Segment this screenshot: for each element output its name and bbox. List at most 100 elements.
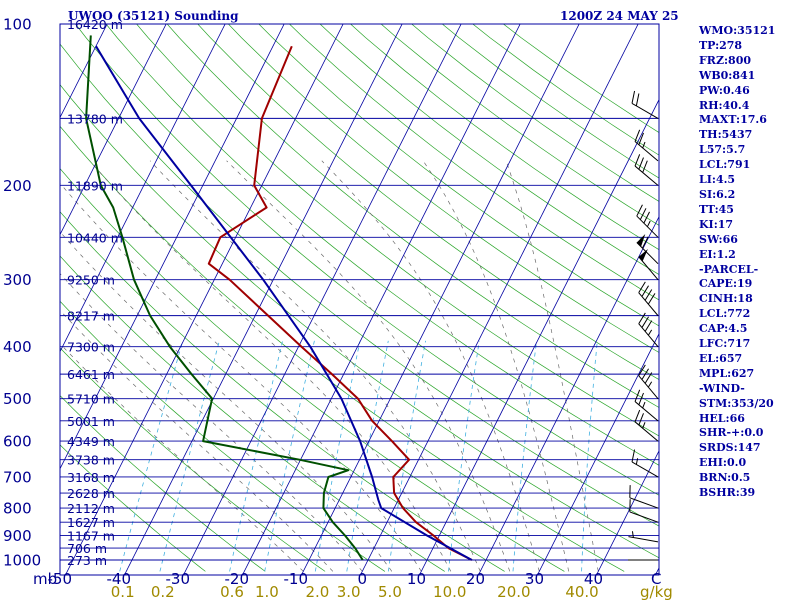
wind-barb (634, 389, 659, 422)
dry-adiabat (136, 24, 659, 437)
wind-barb (636, 204, 659, 238)
stat-item: LCL:791 (699, 158, 751, 172)
isotherm (65, 24, 344, 575)
height-label: 3738 m (67, 453, 115, 468)
height-label: 5710 m (67, 392, 115, 407)
mixing-ratio-line (314, 340, 361, 572)
temperature-tick-label: -40 (107, 570, 132, 588)
height-label: 8217 m (67, 309, 115, 324)
stat-item: LCL:772 (699, 307, 751, 321)
stat-item: WMO:35121 (699, 24, 776, 37)
wind-barb (638, 281, 659, 316)
temperature-tick-label: -10 (284, 570, 309, 588)
mixing-ratio-line (581, 340, 598, 572)
pressure-tick-label: 300 (3, 271, 32, 289)
mixing-ratio-tick-label: 5.0 (378, 583, 402, 600)
pressure-tick-label: 100 (3, 16, 32, 34)
mixing-ratio-tick-label: 10.0 (433, 583, 466, 600)
wind-barb (638, 364, 659, 399)
isotherm (419, 98, 659, 575)
height-label: 16420 m (67, 17, 123, 32)
station-title: UWOO (35121) Sounding (68, 9, 239, 23)
height-label: 2112 m (67, 501, 115, 516)
mixing-ratio-line (229, 340, 283, 572)
pressure-tick-label: 200 (3, 177, 32, 195)
stat-item: SRDS:147 (699, 441, 761, 455)
stat-item: HEL:66 (699, 411, 745, 425)
height-label: 273 m (67, 553, 107, 568)
height-label: 3168 m (67, 470, 115, 485)
wind-barbs (628, 90, 659, 561)
pressure-tick-label: 900 (3, 527, 32, 545)
plot-frame (59, 23, 660, 576)
dry-adiabat (60, 300, 386, 572)
mixing-ratio-line (264, 340, 315, 572)
mixing-ratio-line (159, 340, 220, 572)
stat-item: SHR-+:0.0 (699, 426, 764, 440)
height-label: 2628 m (67, 486, 115, 501)
stat-item: KI:17 (699, 217, 734, 231)
dry-adiabat (60, 444, 206, 572)
isotherm (596, 449, 659, 575)
stat-item: BSHR:39 (699, 486, 756, 500)
mixing-ratio-tick-label: 0.2 (151, 583, 175, 600)
mixing-ratio-tick-label: 0.6 (220, 583, 244, 600)
isotherm (60, 24, 108, 119)
stat-item: SW:66 (699, 232, 738, 246)
stat-item: RH:40.4 (699, 98, 750, 112)
height-label: 9250 m (67, 273, 115, 288)
wind-barb (629, 499, 659, 523)
stat-item: TH:5437 (699, 128, 753, 142)
temperature-tick-label: 30 (525, 570, 544, 588)
isotherm (60, 24, 285, 470)
wind-barb (634, 154, 659, 186)
height-label: 13780 m (67, 111, 123, 126)
stat-item: FRZ:800 (699, 53, 752, 67)
mixing-ratio-tick-label: 40.0 (565, 583, 598, 600)
mixing-ratio-tick-label: 20.0 (497, 583, 530, 600)
isotherm (0, 24, 48, 575)
wind-barb (629, 485, 659, 509)
stat-item: TP:278 (699, 38, 743, 52)
dry-adiabat (60, 43, 659, 527)
stat-item: L57:5.7 (699, 143, 746, 157)
stat-item: EHI:0.0 (699, 456, 747, 470)
mixing-ratio-unit-label: g/kg (640, 583, 673, 600)
mixing-ratio-line (512, 340, 537, 572)
wind-barb (631, 449, 659, 478)
height-label: 706 m (67, 541, 107, 556)
mixing-ratio-tick-label: 2.0 (305, 583, 329, 600)
height-label: 1627 m (67, 515, 115, 530)
sounding-time: 1200Z 24 MAY 25 (560, 9, 679, 23)
stat-item: -PARCEL- (699, 262, 759, 276)
stat-item: -WIND- (699, 381, 745, 395)
isotherm (124, 24, 403, 575)
moist-adiabat (149, 160, 481, 572)
isotherm (183, 24, 462, 575)
mixing-ratio-line (387, 340, 426, 572)
dewpoint-line (85, 35, 364, 561)
pressure-tick-label: 500 (3, 390, 32, 408)
stat-item: LI:4.5 (699, 173, 736, 187)
stat-item: EL:657 (699, 351, 743, 365)
moist-adiabat (505, 160, 599, 572)
parcel-line (95, 45, 473, 561)
stat-item: LFC:717 (699, 337, 751, 351)
height-label: 7300 m (67, 340, 115, 355)
temperature-tick-label: 20 (466, 570, 485, 588)
dry-adiabat (60, 395, 266, 572)
isotherm (360, 24, 639, 575)
moist-adiabat (422, 160, 570, 572)
stat-item: STM:353/20 (699, 396, 774, 410)
temperature-unit-label: C (651, 570, 661, 588)
temperature-tick-label: -20 (225, 570, 250, 588)
temperature-tick-label: 0 (357, 570, 367, 588)
temperature-line (207, 45, 473, 561)
height-label: 4349 m (67, 434, 115, 449)
temperature-tick-label: 10 (407, 570, 426, 588)
stat-item: BRN:0.5 (699, 471, 751, 485)
stat-item: EI:1.2 (699, 247, 736, 261)
mixing-ratio-line (448, 340, 480, 572)
mixing-ratio-tick-label: 3.0 (337, 583, 361, 600)
pressure-tick-label: 1000 (3, 552, 41, 570)
